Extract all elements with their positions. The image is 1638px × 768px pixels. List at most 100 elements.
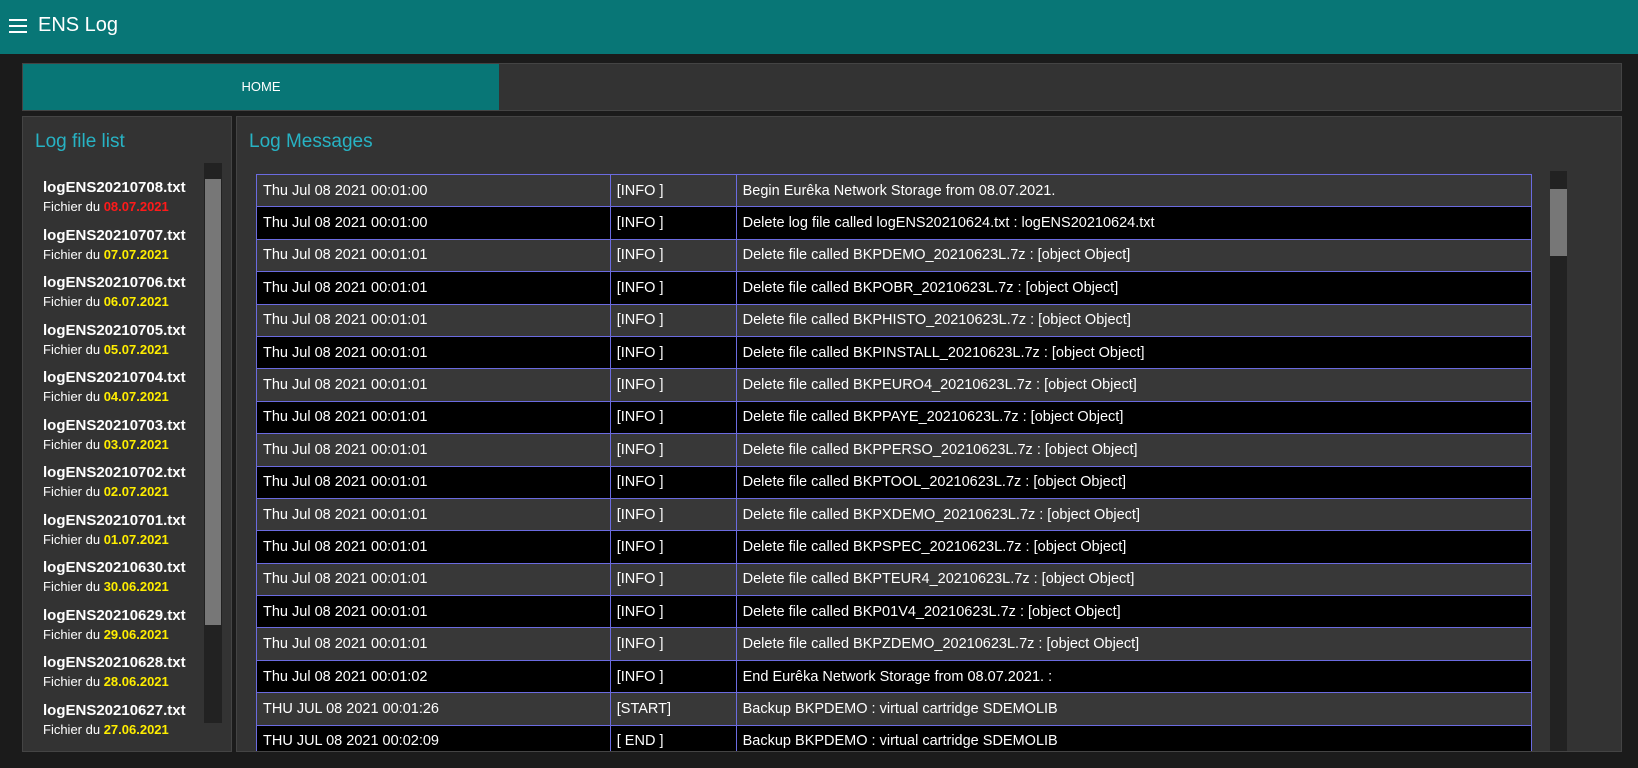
log-level: [INFO ] [609,368,737,402]
log-row: Thu Jul 08 2021 00:01:01 [INFO ] Delete fi… [256,562,1532,597]
log-message: Delete file called BKPZDEMO_20210623L.7z… [735,627,1532,661]
log-time: Thu Jul 08 2021 00:01:00 [256,174,611,208]
file-panel: Log file list logENS20210708.txt Fichier … [22,116,232,752]
date-value: 30.06.2021 [103,579,169,594]
log-time: Thu Jul 08 2021 00:01:01 [256,335,611,370]
date-value: 02.07.2021 [103,484,169,499]
log-time: THU JUL 08 2021 00:02:09 [256,724,611,751]
file-date: Fichier du 28.06.2021 [43,674,231,689]
log-message: Delete file called BKP01V4_20210623L.7z … [735,595,1532,629]
file-item[interactable]: logENS20210703.txt Fichier du 03.07.2021 [43,416,231,465]
log-level: [INFO ] [609,335,737,370]
file-item[interactable]: logENS20210706.txt Fichier du 06.07.2021 [43,274,231,322]
log-panel: Log Messages Thu Jul 08 2021 00:01:00 [IN… [236,116,1622,752]
log-message: Delete file called BKPINSTALL_20210623L.… [735,335,1532,370]
log-message: Delete file called BKPPERSO_20210623L.7z… [735,433,1532,467]
log-time: Thu Jul 08 2021 00:01:01 [256,238,611,273]
date-value: 03.07.2021 [103,436,169,452]
log-row: Thu Jul 08 2021 00:01:01 [INFO ] Delete fi… [256,238,1532,273]
log-time: Thu Jul 08 2021 00:01:01 [256,303,611,337]
panel-title: Log Messages [249,131,373,152]
tab[interactable]: HOME [23,64,499,110]
log-row: Thu Jul 08 2021 00:01:00 [INFO ] Delete lo… [256,206,1532,240]
scrollbar[interactable] [204,163,222,723]
date-prefix: Fichier du [43,674,101,689]
log-level: [INFO ] [609,303,737,337]
log-level: [ END ] [609,724,737,751]
file-item[interactable]: logENS20210708.txt Fichier du 08.07.2021 [43,179,231,227]
date-prefix: Fichier du [43,341,101,357]
log-time: Thu Jul 08 2021 00:01:01 [256,433,611,467]
log-time: Thu Jul 08 2021 00:01:01 [256,368,611,402]
date-prefix: Fichier du [43,246,101,262]
log-message: Delete file called BKPHISTO_20210623L.7z… [735,303,1532,337]
file-item[interactable]: logENS20210629.txt Fichier du 29.06.2021 [43,606,231,655]
date-value: 29.06.2021 [103,626,169,642]
date-prefix: Fichier du [43,531,101,547]
log-message: Delete file called BKPPAYE_20210623L.7z … [735,400,1532,435]
log-message: Delete file called BKPTOOL_20210623L.7z … [735,465,1532,499]
file-item[interactable]: logENS20210702.txt Fichier du 02.07.2021 [43,464,231,512]
file-name: logENS20210704.txt [43,369,186,386]
log-time: Thu Jul 08 2021 00:01:02 [256,659,611,694]
date-value: 27.06.2021 [103,721,169,737]
menu-button[interactable] [9,19,27,35]
file-item[interactable]: logENS20210707.txt Fichier du 07.07.2021 [43,226,231,275]
scroll-thumb[interactable] [1550,189,1567,256]
date-prefix: Fichier du [43,626,101,642]
date-value: 05.07.2021 [103,341,169,357]
file-date: Fichier du 03.07.2021 [43,436,231,452]
file-item[interactable]: logENS20210627.txt Fichier du 27.06.2021 [43,701,231,750]
file-item[interactable]: logENS20210701.txt Fichier du 01.07.2021 [43,512,231,560]
scrollbar[interactable] [1550,171,1567,751]
log-row: Thu Jul 08 2021 00:01:01 [INFO ] Delete fi… [256,595,1532,629]
log-time: Thu Jul 08 2021 00:01:01 [256,595,611,629]
log-row: Thu Jul 08 2021 00:01:01 [INFO ] Delete fi… [256,497,1532,532]
log-time: Thu Jul 08 2021 00:01:01 [256,627,611,661]
date-prefix: Fichier du [43,579,101,594]
log-message: Delete file called BKPTEUR4_20210623L.7z… [735,562,1532,597]
log-level: [INFO ] [609,400,737,435]
file-name: logENS20210707.txt [43,226,186,244]
tab-bar: HOME [22,63,1622,111]
log-level: [INFO ] [609,433,737,467]
file-name: logENS20210628.txt [43,654,186,671]
file-item[interactable]: logENS20210630.txt Fichier du 30.06.2021 [43,559,231,607]
log-level: [INFO ] [609,627,737,661]
log-time: Thu Jul 08 2021 00:01:01 [256,465,611,499]
log-message: Delete file called BKPXDEMO_20210623L.7z… [735,497,1532,532]
log-time: Thu Jul 08 2021 00:01:01 [256,530,611,564]
file-date: Fichier du 30.06.2021 [43,579,231,594]
log-time: Thu Jul 08 2021 00:01:01 [256,562,611,597]
log-time: Thu Jul 08 2021 00:01:00 [256,206,611,240]
scroll-thumb[interactable] [205,179,221,625]
log-level: [START] [609,692,737,726]
file-name: logENS20210702.txt [43,464,186,481]
date-value: 07.07.2021 [103,246,169,262]
log-row: Thu Jul 08 2021 00:01:01 [INFO ] Delete fi… [256,368,1532,402]
app-bar: ENS Log [0,0,1638,54]
file-list: logENS20210708.txt Fichier du 08.07.2021 l… [43,179,231,750]
log-time: THU JUL 08 2021 00:01:26 [256,692,611,726]
file-item[interactable]: logENS20210704.txt Fichier du 04.07.2021 [43,369,231,417]
file-name: logENS20210629.txt [43,606,186,624]
file-item[interactable]: logENS20210628.txt Fichier du 28.06.2021 [43,654,231,702]
log-level: [INFO ] [609,465,737,499]
log-level: [INFO ] [609,271,737,305]
file-item[interactable]: logENS20210705.txt Fichier du 05.07.2021 [43,321,231,370]
log-table-wrap: Thu Jul 08 2021 00:01:00 [INFO ] Begin Eur… [256,174,1532,751]
log-message: Delete log file called logENS20210624.tx… [735,206,1532,240]
log-message: Delete file called BKPEURO4_20210623L.7z… [735,368,1532,402]
log-row: Thu Jul 08 2021 00:01:01 [INFO ] Delete fi… [256,530,1532,564]
date-prefix: Fichier du [43,436,101,452]
log-row: Thu Jul 08 2021 00:01:02 [INFO ] End Eurêk… [256,659,1532,694]
file-name: logENS20210705.txt [43,321,186,339]
date-prefix: Fichier du [43,721,101,737]
file-name: logENS20210627.txt [43,701,186,719]
log-time: Thu Jul 08 2021 00:01:01 [256,271,611,305]
date-prefix: Fichier du [43,199,101,214]
file-name: logENS20210703.txt [43,416,186,434]
log-level: [INFO ] [609,530,737,564]
date-value: 01.07.2021 [103,531,169,547]
